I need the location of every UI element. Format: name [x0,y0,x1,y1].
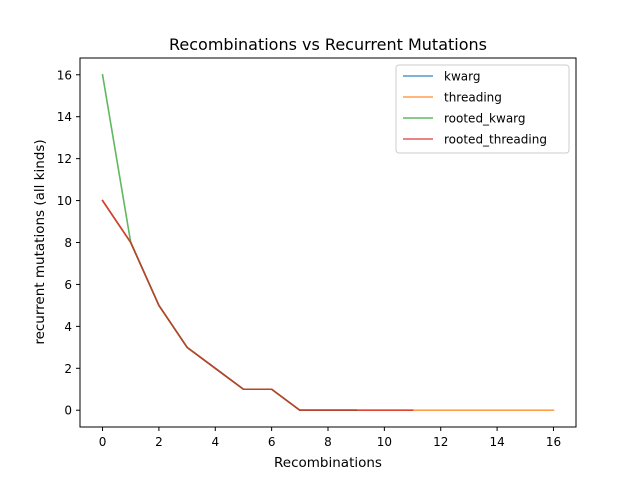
x-tick-label: 14 [489,435,504,449]
y-tick-label: 14 [57,110,72,124]
legend-label-rooted-threading: rooted_threading [444,133,547,147]
y-tick-label: 0 [64,404,72,418]
x-tick-label: 0 [99,435,107,449]
x-tick-label: 6 [268,435,276,449]
legend-frame [395,64,570,154]
x-tick-label: 2 [155,435,163,449]
y-tick-label: 8 [64,236,72,250]
y-tick-label: 4 [64,320,72,334]
x-tick-label: 10 [377,435,392,449]
x-tick-label: 8 [324,435,332,449]
x-tick-label: 4 [211,435,219,449]
y-axis-ticks: 0 2 4 6 8 10 12 14 16 [57,68,80,418]
series-line-rooted-threading [101,199,414,412]
x-tick-label: 12 [433,435,448,449]
y-tick-label: 16 [57,68,72,82]
y-axis-label: recurrent mutations (all kinds) [32,139,48,344]
y-tick-label: 10 [57,194,72,208]
y-tick-label: 12 [57,152,72,166]
legend-label-rooted-kwarg: rooted_kwarg [444,112,526,126]
series-layer [101,73,555,412]
chart-title: Recombinations vs Recurrent Mutations [169,35,487,54]
y-tick-label: 2 [64,362,72,376]
x-tick-label: 16 [546,435,561,449]
legend: kwarg threading rooted_kwarg rooted_threadi… [395,64,570,154]
legend-label-threading: threading [444,91,502,105]
x-axis-label: Recombinations [274,455,382,471]
y-tick-label: 6 [64,278,72,292]
legend-label-kwarg: kwarg [444,70,480,84]
x-axis-ticks: 0 2 4 6 8 10 12 14 16 [99,427,561,449]
